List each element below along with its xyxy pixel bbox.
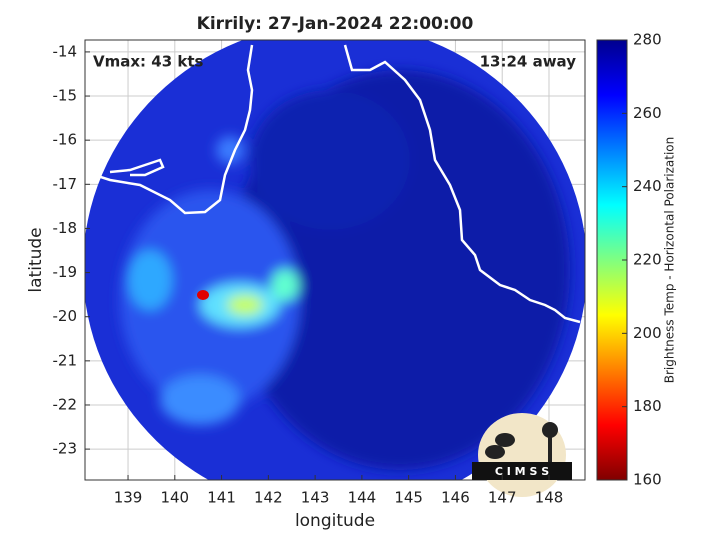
y-tick-label: -23 [53, 440, 78, 458]
x-tick-label: 139 [114, 489, 143, 507]
y-tick-label: -18 [53, 219, 78, 237]
colorbar-tick-label: 200 [633, 324, 662, 342]
colorbar-tick-label: 280 [633, 31, 662, 49]
annotation: 13:24 away [480, 53, 577, 71]
y-axis-label: latitude [26, 227, 46, 292]
satellite-swath [85, 40, 585, 480]
plot-frame [84, 39, 586, 481]
colorbar-label: Brightness Temp - Horizontal Polarizatio… [663, 137, 677, 384]
y-tick-label: -16 [53, 131, 78, 149]
x-axis-label: longitude [295, 511, 375, 531]
logo: C I M S S [472, 413, 572, 497]
colorbar-tick-label: 180 [633, 397, 662, 415]
y-tick-label: -17 [53, 175, 78, 193]
x-tick-label: 147 [488, 489, 517, 507]
coastline [85, 44, 581, 324]
x-tick-label: 148 [535, 489, 564, 507]
y-tick-label: -14 [53, 42, 78, 60]
x-tick-label: 146 [441, 489, 470, 507]
x-tick-label: 141 [207, 489, 236, 507]
x-tick-label: 143 [301, 489, 330, 507]
logo-text: C I M S S [495, 465, 549, 478]
x-tick-label: 142 [254, 489, 283, 507]
x-tick-label: 145 [394, 489, 423, 507]
colorbar-tick-label: 160 [633, 471, 662, 489]
y-tick-label: -20 [53, 307, 78, 325]
colorbar-tick-label: 260 [633, 104, 662, 122]
y-tick-label: -21 [53, 351, 78, 369]
x-tick-label: 144 [348, 489, 377, 507]
x-tick-label: 140 [160, 489, 189, 507]
y-tick-label: -19 [53, 263, 78, 281]
colorbar-tick-label: 240 [633, 177, 662, 195]
y-tick-label: -22 [53, 395, 78, 413]
chart-title: Kirrily: 27-Jan-2024 22:00:00 [197, 14, 474, 34]
y-tick-label: -15 [53, 87, 78, 105]
annotation: Vmax: 43 kts [93, 53, 203, 71]
colorbar-tick-label: 220 [633, 251, 662, 269]
hot-spot [197, 290, 209, 300]
